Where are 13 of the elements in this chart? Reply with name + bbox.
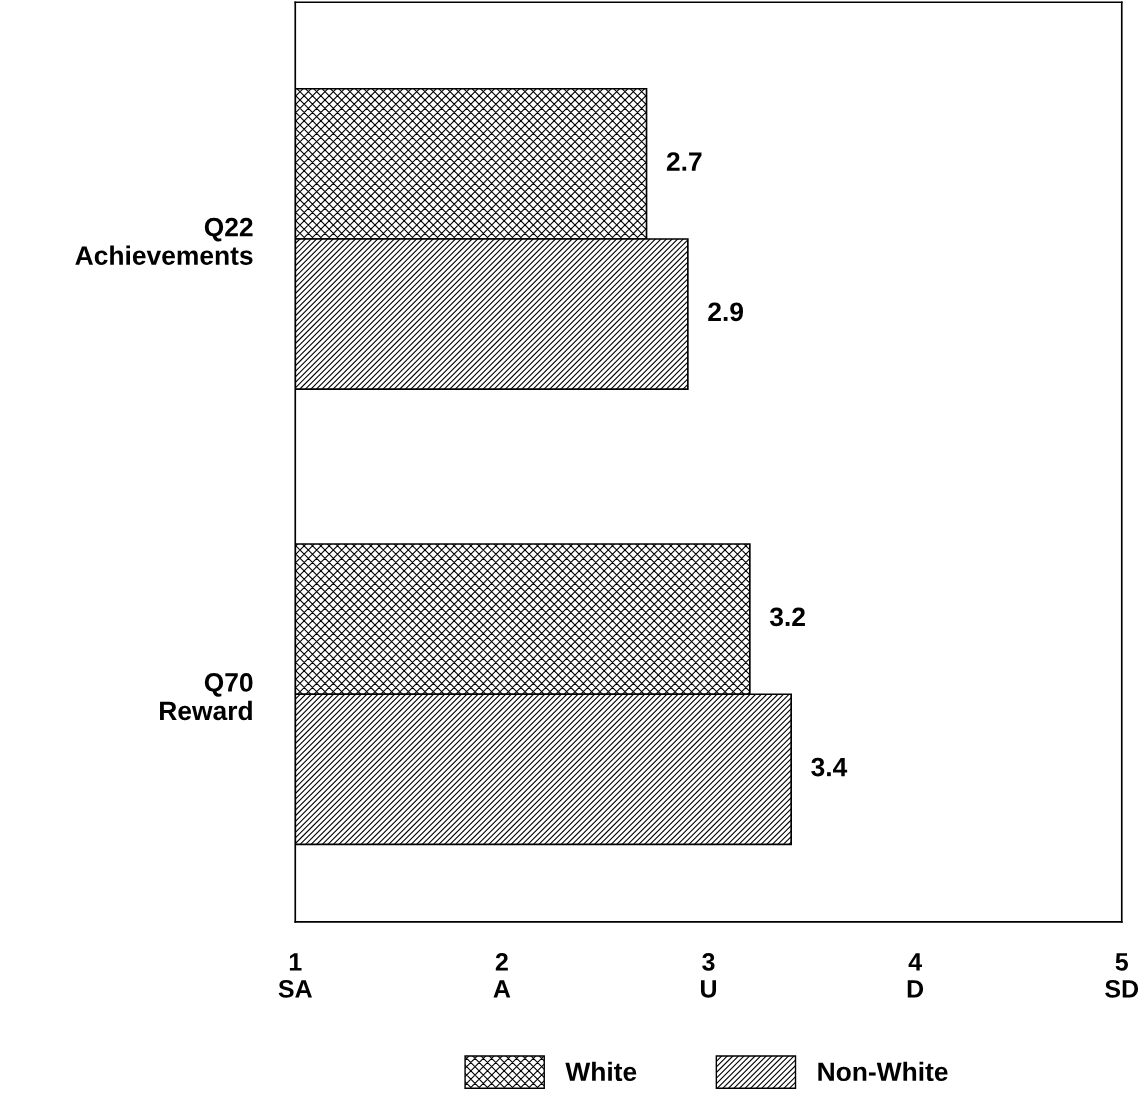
legend-label: Non-White (818, 1061, 948, 1082)
x-tick-label: 5 SD (1105, 953, 1139, 998)
data-label: 3.2 (769, 607, 805, 627)
y-tick-label: Q70 Reward (160, 673, 253, 721)
data-label: 2.7 (666, 152, 702, 171)
x-tick-label: 3 U (700, 953, 717, 998)
x-tick-label: 4 D (907, 953, 924, 998)
data-label: 3.4 (811, 757, 848, 777)
y-tick-label: Q22 Achievements (75, 217, 253, 265)
x-tick-label: 1 SA (278, 953, 312, 998)
data-label: 2.9 (708, 302, 743, 322)
x-tick-label: 2 A (493, 953, 511, 998)
legend-label: White (565, 1061, 637, 1082)
